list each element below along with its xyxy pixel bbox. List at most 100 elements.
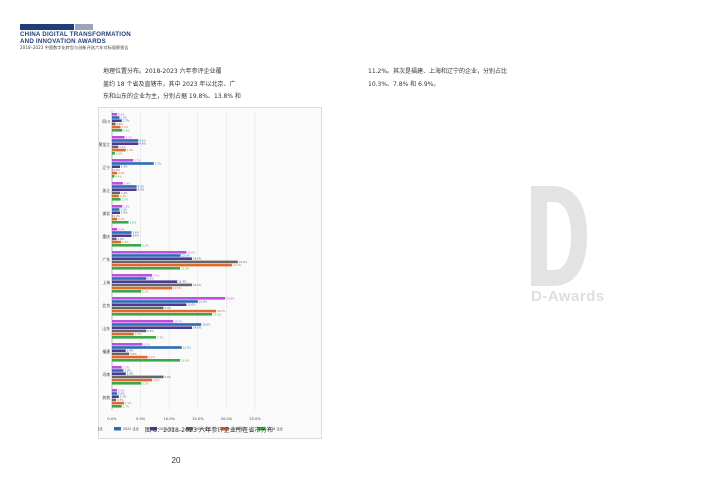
- bar: [112, 165, 121, 168]
- category-label: 上海: [102, 280, 110, 285]
- bar: [112, 260, 238, 264]
- data-label: 7.3%: [155, 162, 162, 166]
- data-label: 7.0%: [153, 273, 160, 277]
- data-label: 13.0%: [187, 303, 196, 307]
- bar: [112, 182, 123, 185]
- data-label: 11.9%: [181, 358, 190, 362]
- data-label: 1.7%: [123, 119, 130, 123]
- data-label: 0.9%: [118, 388, 125, 392]
- bar: [112, 244, 142, 247]
- data-label: 4.6%: [139, 139, 146, 143]
- x-tick-label: 20.0%: [221, 417, 233, 421]
- data-label: 22.0%: [239, 260, 248, 264]
- data-label: 15.6%: [202, 323, 211, 327]
- legend-label: 2020 企业: [195, 426, 212, 431]
- x-tick-label: 10.0%: [163, 417, 175, 421]
- category-label: 山东: [102, 326, 110, 331]
- category-label: 河南: [102, 372, 110, 377]
- data-label: 6.0%: [147, 329, 154, 333]
- data-label: 2.2%: [126, 135, 133, 139]
- data-label: 1.7%: [123, 404, 130, 408]
- report-title-line2: AND INNOVATION AWARDS: [20, 38, 106, 45]
- bar: [112, 320, 174, 323]
- bar: [112, 188, 137, 191]
- data-label: 1.5%: [122, 125, 129, 129]
- bar: [112, 267, 181, 270]
- bar: [112, 113, 118, 116]
- bar: [112, 300, 198, 303]
- data-label: 0.9%: [118, 171, 125, 175]
- bar: [112, 254, 181, 257]
- bar: [112, 228, 118, 231]
- bar: [112, 257, 193, 260]
- bar: [112, 309, 217, 313]
- data-label: 0.9%: [118, 227, 125, 231]
- page-number: 20: [171, 456, 181, 465]
- bar: [112, 336, 157, 339]
- bar: [112, 303, 187, 306]
- data-label: 17.5%: [213, 312, 222, 316]
- legend-swatch: [186, 427, 193, 431]
- data-label: 7.0%: [153, 378, 160, 382]
- bar: [112, 194, 119, 198]
- data-label: 4.3%: [138, 185, 145, 189]
- data-label: 0.9%: [118, 217, 125, 221]
- legend-label: 2018 企业: [267, 426, 284, 431]
- bar: [112, 392, 118, 395]
- paragraph-line: 东和山东的企业为主，分别占据 19.8%、13.8% 和: [103, 93, 241, 100]
- bar: [112, 145, 119, 149]
- bar: [112, 237, 117, 241]
- data-label: 2.0%: [124, 369, 131, 373]
- data-label: 5.1%: [142, 381, 149, 385]
- data-label: 12.0%: [182, 254, 191, 258]
- bar: [112, 211, 121, 214]
- data-label: 1.5%: [122, 197, 129, 201]
- bar: [112, 185, 137, 188]
- data-label: 6.2%: [148, 355, 155, 359]
- data-label: 1.9%: [124, 181, 131, 185]
- data-label: 3.0%: [130, 352, 137, 356]
- bar: [112, 286, 173, 290]
- report-title-line1: CHINA DIGITAL TRANSFORMATION: [20, 31, 131, 38]
- data-label: 0.0%: [114, 168, 121, 172]
- d-awards-logo-text: D-Awards: [531, 288, 605, 305]
- bar: [112, 329, 147, 333]
- bar: [112, 280, 178, 283]
- bar: [112, 401, 125, 405]
- bar: [112, 122, 116, 126]
- data-label: 2.4%: [127, 349, 134, 353]
- data-label: 10.5%: [173, 286, 182, 290]
- bar: [112, 283, 193, 287]
- data-label: 19.8%: [226, 296, 235, 300]
- report-subtitle: 2018–2023 中国数字化转型与创新评选六年对标观察报告: [20, 45, 129, 50]
- data-label: 0.0%: [114, 214, 121, 218]
- bar: [112, 297, 226, 300]
- data-label: 9.0%: [164, 375, 171, 379]
- x-tick-label: 15.0%: [192, 417, 204, 421]
- data-label: 5.1%: [142, 243, 149, 247]
- category-label: 重庆: [102, 234, 110, 239]
- data-label: 0.8%: [118, 237, 125, 241]
- category-label: 北京: [102, 303, 110, 308]
- category-label: 福建: [102, 349, 110, 354]
- bar: [112, 217, 118, 221]
- bar: [112, 263, 233, 267]
- bar: [112, 332, 134, 336]
- data-label: 1.4%: [121, 191, 128, 195]
- data-label: 14.0%: [193, 257, 202, 261]
- data-label: 1.1%: [119, 145, 126, 149]
- bar: [112, 349, 126, 352]
- bar: [112, 139, 139, 142]
- bar: [112, 142, 139, 145]
- data-label: 5.3%: [143, 342, 150, 346]
- bar: [112, 198, 121, 201]
- category-label: 辽宁: [102, 165, 110, 170]
- bar: [112, 372, 126, 375]
- bar: [112, 191, 121, 195]
- bar: [112, 208, 120, 211]
- bar: [112, 343, 143, 346]
- data-label: 21.0%: [233, 263, 242, 267]
- data-label: 3.4%: [132, 234, 139, 238]
- bar: [112, 405, 122, 408]
- data-label: 6.0%: [147, 277, 154, 281]
